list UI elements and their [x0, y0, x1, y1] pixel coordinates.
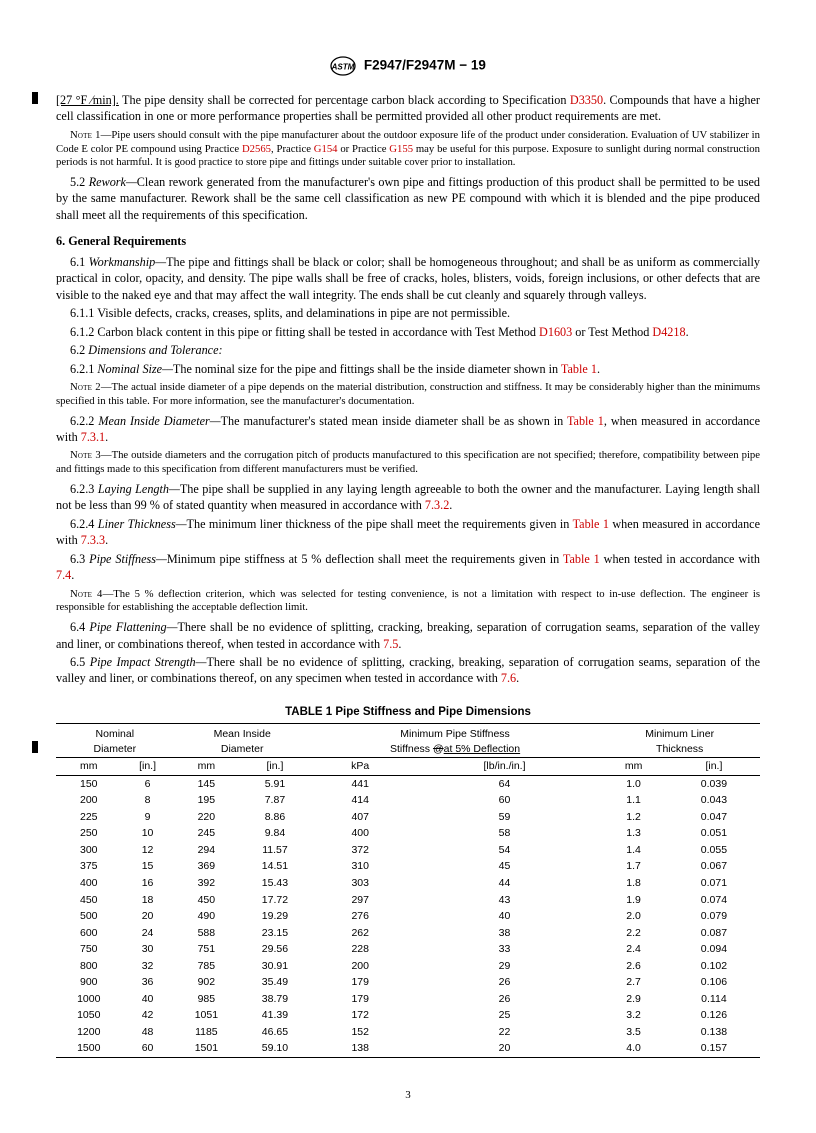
table-row: 8003278530.91200292.60.102: [56, 958, 760, 975]
col-min-liner-thickness: Minimum Liner Thickness: [599, 724, 760, 758]
link-731[interactable]: 7.3.1: [81, 430, 105, 444]
standard-header: ASTM F2947/F2947M − 19: [56, 56, 760, 76]
table-row: 9003690235.49179262.70.106: [56, 974, 760, 991]
col-min-pipe-stiffness: Minimum Pipe Stiffness Stiffness @at 5% …: [311, 724, 600, 758]
col-mean-inside-diameter: Mean Inside Diameter: [174, 724, 311, 758]
para-6-2-4: 6.2.4 Liner Thickness—The minimum liner …: [56, 516, 760, 549]
para-6-1: 6.1 Workmanship—The pipe and fittings sh…: [56, 254, 760, 303]
table1-title: TABLE 1 Pipe Stiffness and Pipe Dimensio…: [56, 705, 760, 721]
table-row: 250102459.84400581.30.051: [56, 825, 760, 842]
table-row: 120048118546.65152223.50.138: [56, 1024, 760, 1041]
table-1: Nominal Diameter Mean Inside Diameter Mi…: [56, 723, 760, 1057]
para-6-2-1: 6.2.1 Nominal Size—The nominal size for …: [56, 361, 760, 377]
table-row: 3001229411.57372541.40.055: [56, 842, 760, 859]
para-6-5: 6.5 Pipe Impact Strength—There shall be …: [56, 654, 760, 687]
link-table1-b[interactable]: Table 1: [567, 414, 604, 428]
para-6-1-1: 6.1.1 Visible defects, cracks, creases, …: [56, 305, 760, 321]
intro-lead: [27 °F ⁄min].: [56, 93, 119, 107]
para-6-3: 6.3 Pipe Stiffness—Minimum pipe stiffnes…: [56, 551, 760, 584]
para-6-1-2: 6.1.2 Carbon black content in this pipe …: [56, 324, 760, 340]
link-733[interactable]: 7.3.3: [81, 533, 105, 547]
link-table1-d[interactable]: Table 1: [563, 552, 600, 566]
col-nominal-diameter: Nominal Diameter: [56, 724, 174, 758]
table-row: 4501845017.72297431.90.074: [56, 891, 760, 908]
page-number: 3: [56, 1088, 760, 1103]
astm-logo: ASTM: [330, 56, 356, 76]
table-row: 7503075129.56228332.40.094: [56, 941, 760, 958]
para-6-2: 6.2 Dimensions and Tolerance:: [56, 342, 760, 358]
table-row: 20081957.87414601.10.043: [56, 792, 760, 809]
link-d4218[interactable]: D4218: [652, 325, 685, 339]
change-bar-table: [32, 741, 38, 753]
link-g155[interactable]: G155: [389, 143, 413, 155]
note-4: Note 4—The 5 % deflection criterion, whi…: [56, 588, 760, 615]
link-76[interactable]: 7.6: [501, 671, 516, 685]
para-5-2: 5.2 Rework—Clean rework generated from t…: [56, 174, 760, 223]
note-1: Note 1—Pipe users should consult with th…: [56, 129, 760, 170]
note-3: Note 3—The outside diameters and the cor…: [56, 449, 760, 476]
link-table1-a[interactable]: Table 1: [561, 362, 597, 376]
table-row: 22592208.86407591.20.047: [56, 809, 760, 826]
link-d2565[interactable]: D2565: [242, 143, 271, 155]
table-row: 105042105141.39172253.20.126: [56, 1007, 760, 1024]
note-2: Note 2—The actual inside diameter of a p…: [56, 381, 760, 408]
link-75[interactable]: 7.5: [383, 637, 398, 651]
designation: F2947/F2947M − 19: [364, 58, 486, 73]
link-732[interactable]: 7.3.2: [425, 498, 449, 512]
table-row: 3751536914.51310451.70.067: [56, 858, 760, 875]
table-row: 15061455.91441641.00.039: [56, 775, 760, 792]
change-bar: [32, 92, 38, 104]
link-74[interactable]: 7.4: [56, 568, 71, 582]
table-row: 6002458823.15262382.20.087: [56, 924, 760, 941]
table-row: 5002049019.29276402.00.079: [56, 908, 760, 925]
table-row: 4001639215.43303441.80.071: [56, 875, 760, 892]
section-6-head: 6. General Requirements: [56, 233, 760, 249]
table-row: 10004098538.79179262.90.114: [56, 991, 760, 1008]
intro-para: [27 °F ⁄min]. The pipe density shall be …: [56, 92, 760, 125]
svg-text:ASTM: ASTM: [331, 63, 355, 72]
link-g154[interactable]: G154: [314, 143, 338, 155]
para-6-4: 6.4 Pipe Flattening—There shall be no ev…: [56, 619, 760, 652]
link-table1-c[interactable]: Table 1: [573, 517, 609, 531]
table-row: 150060150159.10138204.00.157: [56, 1040, 760, 1057]
para-6-2-3: 6.2.3 Laying Length—The pipe shall be su…: [56, 481, 760, 514]
link-d3350[interactable]: D3350: [570, 93, 603, 107]
para-6-2-2: 6.2.2 Mean Inside Diameter—The manufactu…: [56, 413, 760, 446]
link-d1603[interactable]: D1603: [539, 325, 572, 339]
